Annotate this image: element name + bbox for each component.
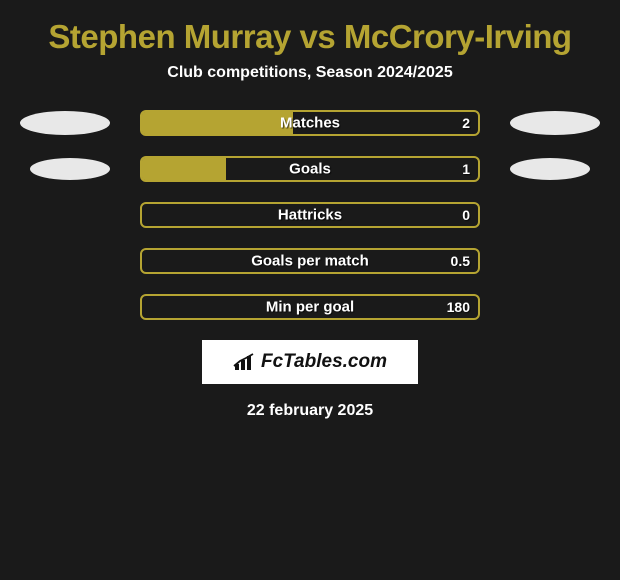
logo-text: FcTables.com [261,351,387,373]
stat-bar: Min per goal 180 [140,294,480,320]
player-right-ellipse [510,158,590,180]
player-left-ellipse [30,158,110,180]
player-right-ellipse [510,111,600,135]
stat-label: Goals [289,161,331,178]
player-left-ellipse [20,111,110,135]
stat-value: 0.5 [451,253,470,269]
stat-value: 180 [447,299,470,315]
stat-value: 2 [462,115,470,131]
stat-rows: Matches 2 Goals 1 Hattricks 0 Goals per match 0… [0,110,620,320]
date-label: 22 february 2025 [0,402,620,420]
stat-value: 0 [462,207,470,223]
stat-row: Matches 2 [0,110,620,136]
stat-label: Matches [280,115,340,132]
bar-chart-icon [233,352,257,372]
stat-bar: Matches 2 [140,110,480,136]
stat-label: Goals per match [251,253,369,270]
comparison-infographic: Stephen Murray vs McCrory-Irving Club co… [0,0,620,430]
stat-row: Min per goal 180 [0,294,620,320]
stat-label: Hattricks [278,207,342,224]
logo: FcTables.com [233,351,387,373]
stat-bar: Hattricks 0 [140,202,480,228]
stat-row: Hattricks 0 [0,202,620,228]
stat-label: Min per goal [266,299,354,316]
subtitle: Club competitions, Season 2024/2025 [0,64,620,82]
stat-bar: Goals 1 [140,156,480,182]
stat-row: Goals per match 0.5 [0,248,620,274]
page-title: Stephen Murray vs McCrory-Irving [0,18,620,56]
stat-row: Goals 1 [0,156,620,182]
stat-bar-fill [142,158,226,180]
stat-bar-fill [142,112,293,134]
logo-box: FcTables.com [202,340,418,384]
stat-bar: Goals per match 0.5 [140,248,480,274]
stat-value: 1 [462,161,470,177]
